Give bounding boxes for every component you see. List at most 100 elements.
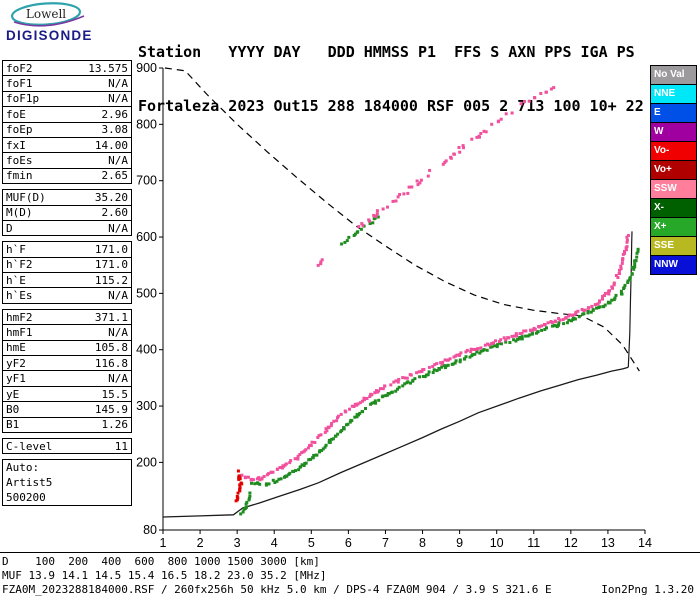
legend-item-vo: Vo+ <box>650 160 697 180</box>
param-label: yF1 <box>6 372 26 386</box>
param-value: N/A <box>108 154 128 168</box>
param-row-h-e: h`E 115.2 <box>3 273 131 289</box>
legend-item-x: X+ <box>650 217 697 237</box>
x-axis-tick-label: 9 <box>456 536 463 550</box>
series-fof2-asymptote <box>627 231 633 368</box>
param-value: 2.96 <box>101 107 129 121</box>
param-label: foF1p <box>6 92 40 106</box>
param-label: h`F <box>6 242 26 256</box>
x-axis-tick-label: 13 <box>601 536 615 550</box>
station-header: Station YYYY DAY DDD HMMSS P1 FFS S AXN … <box>138 7 644 133</box>
param-label: B0 <box>6 402 20 416</box>
distance-row: D 100 200 400 600 800 1000 1500 3000 [km… <box>2 555 320 568</box>
param-value: 2.65 <box>101 169 129 183</box>
param-label: M(D) <box>6 206 33 220</box>
lowell-digisonde-logo: Lowell DIGISONDE <box>4 2 116 48</box>
series-true-height-profile <box>162 366 629 518</box>
param-value: 14.00 <box>94 138 128 152</box>
param-label: yE <box>6 387 20 401</box>
x-axis-tick-label: 5 <box>308 536 315 550</box>
param-group: MUF(D) 35.20 M(D) 2.60 D N/A <box>2 189 132 237</box>
param-row-foes: foEs N/A <box>3 153 131 169</box>
param-value: N/A <box>108 325 128 339</box>
param-label: h`Es <box>6 289 33 303</box>
y-axis-tick-label: 80 <box>143 523 157 537</box>
program-version-text: Ion2Png 1.3.20 <box>601 583 694 596</box>
param-row-b1: B1 1.26 <box>3 418 131 432</box>
param-groups: foF2 13.575 foF1 N/A foF1p N/A foE 2.96 foEp 3.08… <box>2 60 132 455</box>
param-group: foF2 13.575 foF1 N/A foF1p N/A foE 2.96 foEp 3.08… <box>2 60 132 185</box>
param-value: N/A <box>108 372 128 386</box>
series-o-trace-second-hop <box>357 86 556 229</box>
x-axis-tick-label: 7 <box>382 536 389 550</box>
param-value: 371.1 <box>94 310 128 324</box>
legend-item-no-val: No Val <box>650 65 697 85</box>
param-value: 171.0 <box>94 258 128 272</box>
param-value: 105.8 <box>94 341 128 355</box>
series-x-trace-start-cluster <box>239 491 252 516</box>
param-label: foEs <box>6 154 33 168</box>
autoscaling-info-box: Auto: Artist5 500200 <box>2 459 132 507</box>
series-x-trace-second-hop <box>340 215 380 246</box>
param-label: fmin <box>6 169 33 183</box>
file-name-text: FZA0M_2023288184000.RSF / 260fx256h 50 k… <box>2 583 552 596</box>
logo-swoosh-graphic: Lowell DIGISONDE <box>6 2 91 43</box>
param-value: N/A <box>108 77 128 91</box>
param-row-fxi: fxI 14.00 <box>3 138 131 154</box>
ionogram-plot-area: 1 2 3 4 5 6 7 8 9 10 11 12 13 14 900 800 700 600 500 400 300… <box>128 58 668 558</box>
legend-item-nnw: NNW <box>650 255 697 275</box>
param-row-yf1: yF1 N/A <box>3 371 131 387</box>
param-value: 115.2 <box>94 273 128 287</box>
y-axis-tick-label: 700 <box>136 174 157 188</box>
param-label: yF2 <box>6 356 26 370</box>
param-row-b0: B0 145.9 <box>3 402 131 418</box>
series-o-trace-f-layer <box>240 234 630 482</box>
x-axis-tick-label: 2 <box>197 536 204 550</box>
x-axis-tick-label: 4 <box>271 536 278 550</box>
param-label: foE <box>6 107 26 121</box>
param-group: hmF2 371.1 hmF1 N/A hmE 105.8 yF2 116.8 yF1 N/A yE… <box>2 308 132 433</box>
param-value: N/A <box>108 289 128 303</box>
param-label: hmF1 <box>6 325 33 339</box>
param-row-muf-d: MUF(D) 35.20 <box>3 190 131 206</box>
param-row-fmin: fmin 2.65 <box>3 169 131 183</box>
file-info-row: FZA0M_2023288184000.RSF / 260fx256h 50 k… <box>0 583 700 597</box>
footer-status-area: D 100 200 400 600 800 1000 1500 3000 [km… <box>0 552 700 597</box>
param-label: h`E <box>6 273 26 287</box>
param-row-fof2: foF2 13.575 <box>3 61 131 77</box>
param-value: 2.60 <box>101 206 129 220</box>
param-row-h-f2: h`F2 171.0 <box>3 258 131 274</box>
muf-row: MUF 13.9 14.1 14.5 15.4 16.5 18.2 23.0 3… <box>2 569 327 582</box>
param-label: foEp <box>6 123 33 137</box>
ionogram-plot: 1 2 3 4 5 6 7 8 9 10 11 12 13 14900800700600500400300… <box>136 61 652 550</box>
series-vo-minus-cluster <box>234 469 244 503</box>
param-value: 1.26 <box>101 418 129 432</box>
station-header-line2: Fortaleza 2023 Out15 288 184000 RSF 005 … <box>138 97 644 115</box>
y-axis-tick-label: 600 <box>136 230 157 244</box>
param-row-foep: foEp 3.08 <box>3 123 131 138</box>
param-row-m-d: M(D) 2.60 <box>3 206 131 221</box>
param-label: hmF2 <box>6 310 33 324</box>
x-axis-tick-label: 1 <box>160 536 167 550</box>
param-label: fxI <box>6 138 26 152</box>
logo-lowell-text: Lowell <box>26 7 66 21</box>
axes: 1 2 3 4 5 6 7 8 9 10 11 12 13 14900800700600500400300… <box>136 61 652 550</box>
series-muf-transmission-curve <box>164 67 640 372</box>
param-value: N/A <box>108 221 128 235</box>
param-label: D <box>6 221 13 235</box>
legend-item-vo: Vo- <box>650 141 697 161</box>
param-group: C-level 11 <box>2 437 132 455</box>
param-label: B1 <box>6 418 20 432</box>
x-axis-tick-label: 11 <box>527 536 540 550</box>
x-axis-tick-label: 12 <box>564 536 578 550</box>
x-axis-tick-label: 10 <box>490 536 504 550</box>
param-label: h`F2 <box>6 258 33 272</box>
param-label: foF2 <box>6 61 33 75</box>
param-row-h-f: h`F 171.0 <box>3 242 131 258</box>
series-o-trace-stray <box>316 258 324 267</box>
legend-item-sse: SSE <box>650 236 697 256</box>
legend-item-x: X- <box>650 198 697 218</box>
param-row-fof1: foF1 N/A <box>3 76 131 92</box>
x-axis-tick-label: 3 <box>234 536 241 550</box>
